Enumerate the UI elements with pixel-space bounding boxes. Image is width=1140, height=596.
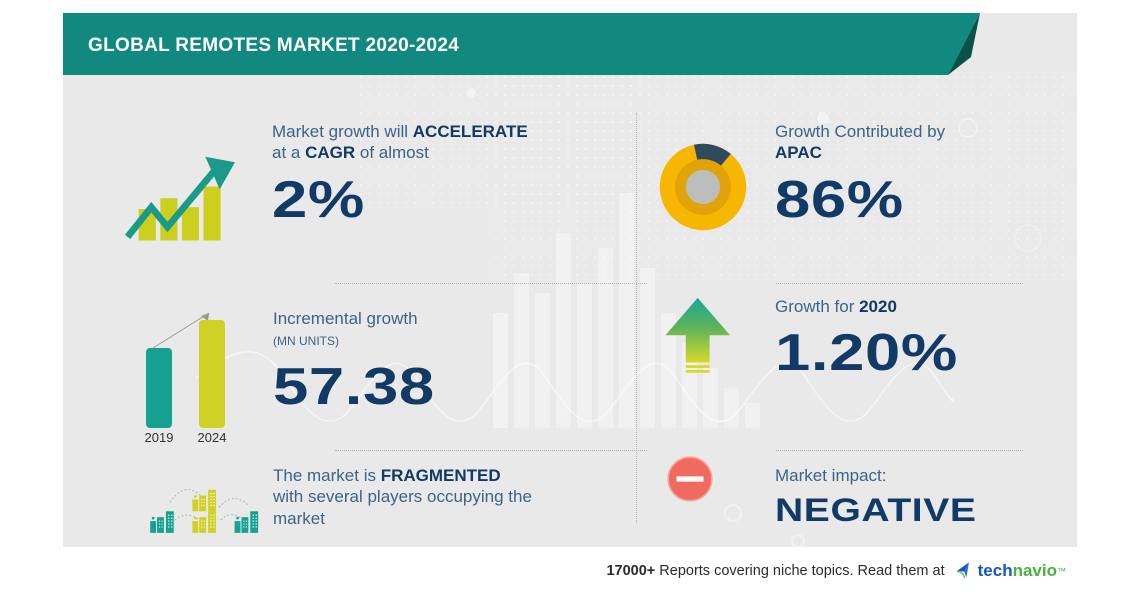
svg-text:2024: 2024 (198, 430, 227, 445)
svg-text:2019: 2019 (145, 430, 174, 445)
